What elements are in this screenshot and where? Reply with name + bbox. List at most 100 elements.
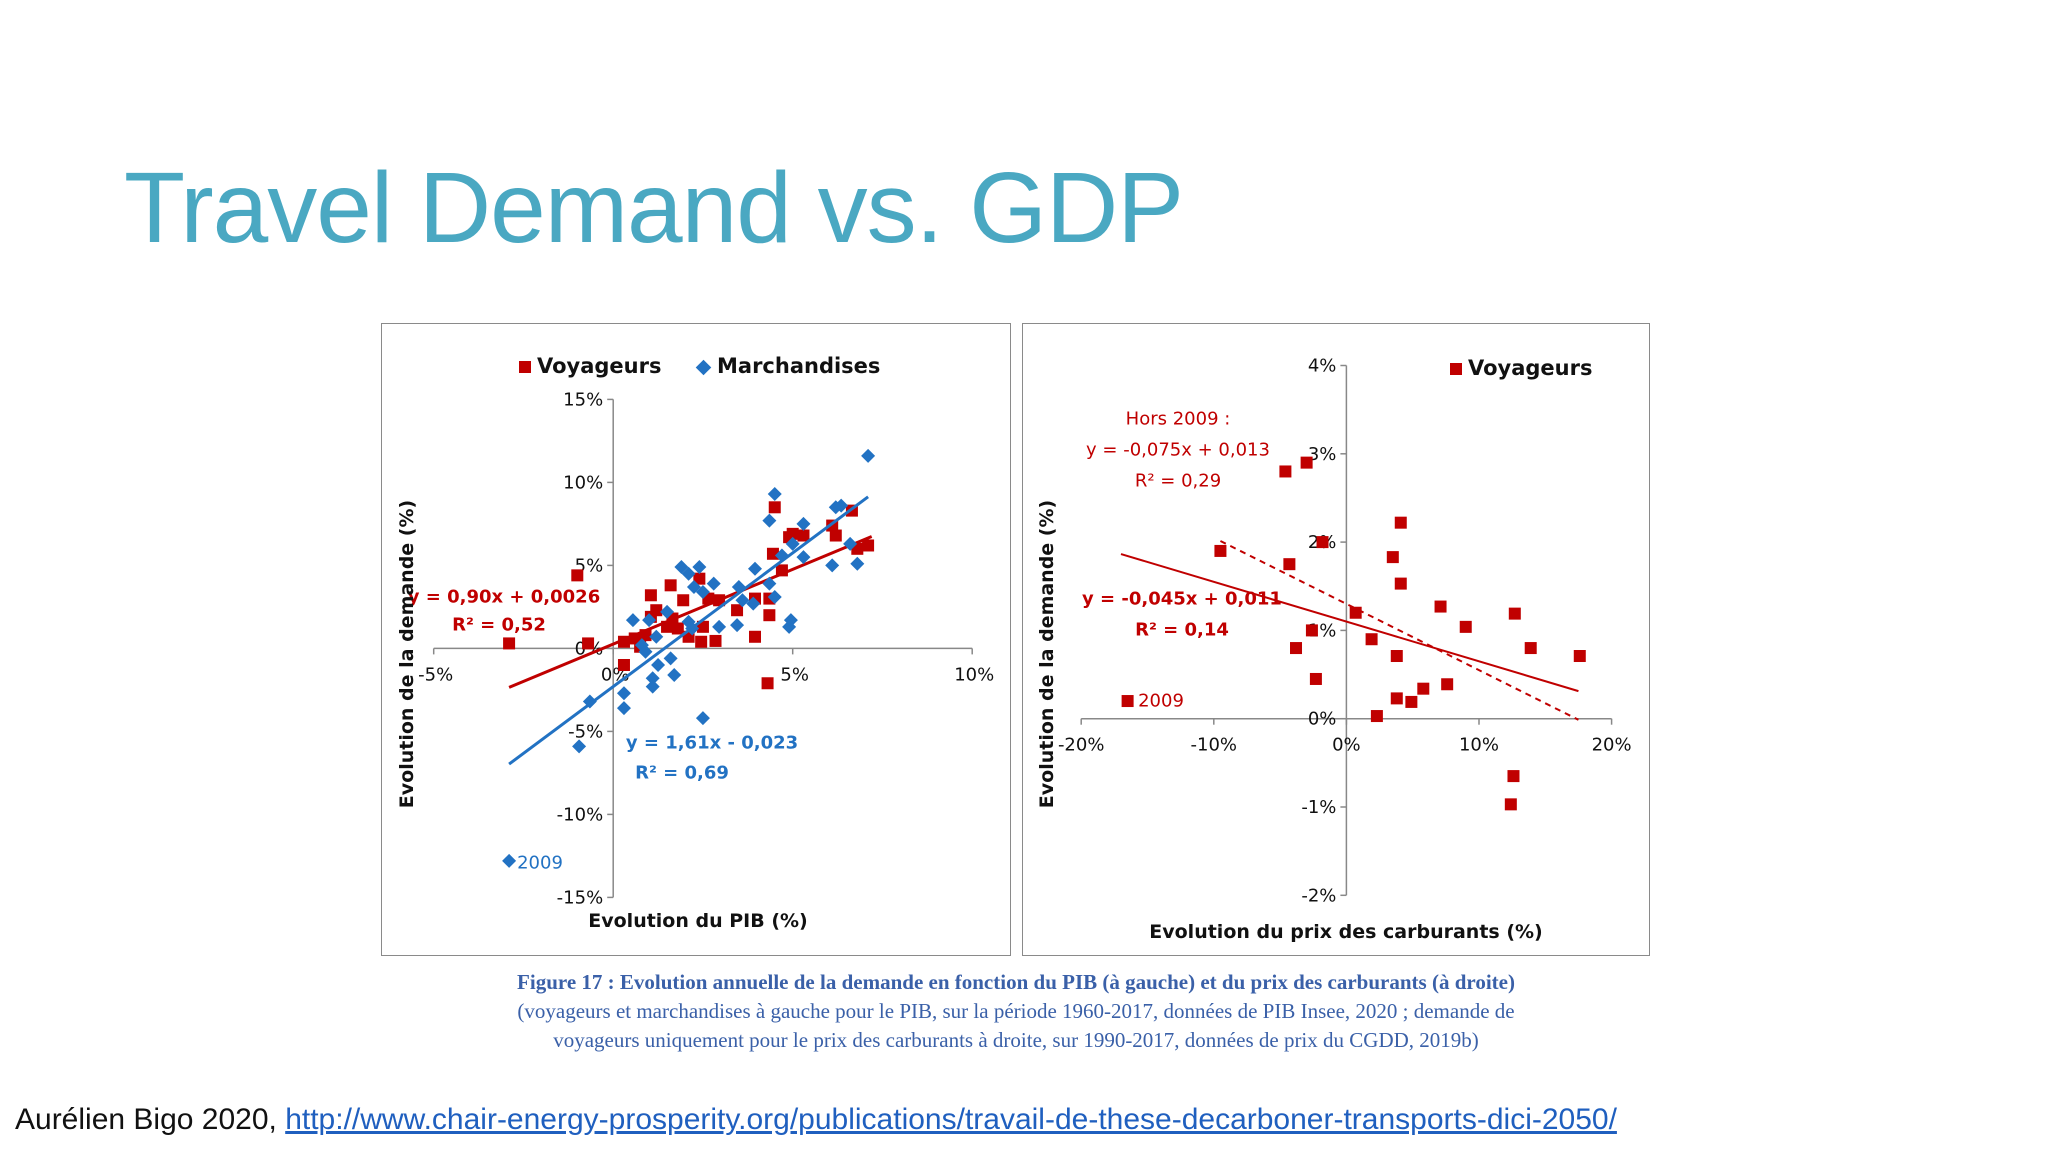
trend-equation-voyageurs: y = 0,90x + 0,0026 [407, 586, 601, 608]
hors-2009-label: Hors 2009 : [1125, 408, 1231, 430]
data-point-voyageurs [582, 637, 595, 650]
trend-r2-voyageurs: R² = 0,52 [452, 614, 546, 636]
data-point-voyageurs [571, 569, 584, 582]
trend-r2-marchandises: R² = 0,69 [635, 762, 729, 784]
data-point-marchandises [712, 619, 727, 634]
data-point-marchandises [796, 550, 811, 565]
y-tick-label: -15% [557, 887, 604, 908]
y-tick-label: -2% [1301, 885, 1336, 906]
y-tick-label: -1% [1301, 797, 1336, 818]
legend-label: Voyageurs [537, 354, 662, 378]
trend-equation-marchandises: y = 1,61x - 0,023 [625, 732, 799, 754]
data-point-marchandises [767, 487, 782, 502]
data-point-voyageurs [768, 501, 781, 514]
data-point-marchandises [730, 618, 745, 633]
data-point-voyageurs [1370, 710, 1383, 723]
data-point-marchandises [645, 679, 660, 694]
gdp-scatter-plot-area: -5%0%5%10%-15%-10%-5%0%5%10%15% [418, 389, 994, 908]
y-tick-label: -10% [557, 804, 604, 825]
data-point-voyageurs [1386, 551, 1399, 564]
data-point-voyageurs [1214, 544, 1227, 557]
data-point-voyageurs [1507, 770, 1520, 783]
data-point-marchandises [774, 548, 789, 563]
data-point-marchandises [843, 536, 858, 551]
data-point-marchandises [667, 667, 682, 682]
data-point-marchandises [762, 576, 777, 591]
caption-line-1: Figure 17 : Evolution annuelle de la dem… [517, 970, 1515, 994]
data-point-marchandises [850, 556, 865, 571]
data-point-voyageurs [1300, 456, 1313, 469]
x-tick-label: 5% [780, 664, 809, 685]
data-point-voyageurs [766, 547, 779, 560]
data-point-voyageurs [1405, 695, 1418, 708]
annotation-2009: 2009 [517, 852, 563, 874]
data-point-marchandises [638, 644, 653, 659]
data-point-voyageurs [1121, 695, 1134, 708]
square-marker-icon [1450, 363, 1462, 375]
data-point-voyageurs [1394, 516, 1407, 529]
data-point-voyageurs [1283, 558, 1296, 571]
data-point-voyageurs [617, 635, 630, 648]
data-point-voyageurs [644, 589, 657, 602]
data-point-voyageurs [1390, 692, 1403, 705]
data-point-voyageurs [1305, 624, 1318, 637]
y-tick-label: 15% [563, 389, 603, 410]
data-point-voyageurs [1573, 650, 1586, 663]
x-tick-label: 20% [1592, 735, 1632, 756]
data-point-marchandises [582, 694, 597, 709]
data-point-voyageurs [1417, 682, 1430, 695]
data-point-voyageurs [1316, 536, 1329, 549]
data-point-marchandises [616, 686, 631, 701]
source-credit: Aurélien Bigo 2020, http://www.chair-ene… [15, 1103, 1617, 1137]
data-point-marchandises [645, 671, 660, 686]
data-point-marchandises [695, 584, 710, 599]
x-tick-label: -20% [1058, 735, 1105, 756]
data-point-voyageurs [617, 659, 630, 671]
legend-marchandises: Marchandises [695, 354, 881, 378]
data-point-marchandises [695, 711, 710, 726]
data-point-voyageurs [862, 539, 875, 552]
data-point-marchandises [861, 448, 876, 463]
data-point-marchandises [642, 613, 657, 628]
data-point-voyageurs [664, 579, 677, 592]
x-tick-label: -10% [1191, 735, 1238, 756]
data-point-voyageurs [1524, 642, 1537, 655]
square-marker-icon [519, 361, 531, 373]
data-point-marchandises [649, 629, 664, 644]
data-point-marchandises [785, 536, 800, 551]
data-point-marchandises [825, 558, 840, 573]
data-point-voyageurs [1279, 465, 1292, 478]
diamond-marker-icon [695, 359, 712, 376]
data-point-marchandises [692, 560, 707, 575]
legend-label: Marchandises [717, 354, 881, 378]
data-point-voyageurs [1459, 620, 1472, 633]
data-point-marchandises [735, 593, 750, 608]
data-point-marchandises [616, 701, 631, 716]
y-tick-label: 3% [1308, 444, 1337, 465]
data-point-marchandises [681, 566, 696, 581]
data-point-voyageurs [1394, 577, 1407, 590]
data-point-voyageurs [797, 529, 810, 542]
source-link[interactable]: http://www.chair-energy-prosperity.org/p… [285, 1103, 1617, 1136]
y-tick-label: 0% [1308, 709, 1337, 730]
fuel-price-scatter-chart: -20%-10%0%10%20%-2%-1%0%1%2%3%4% Voyageu… [1022, 323, 1650, 956]
data-point-voyageurs [731, 604, 744, 617]
x-axis-title: Evolution du prix des carburants (%) [1149, 921, 1543, 943]
data-point-voyageurs [713, 594, 726, 607]
data-point-voyageurs [695, 635, 708, 648]
data-point-voyageurs [709, 634, 722, 647]
legend-label: Voyageurs [1468, 356, 1593, 380]
y-tick-label: -5% [568, 721, 603, 742]
data-point-marchandises [572, 739, 587, 754]
data-point-voyageurs [749, 630, 762, 643]
data-point-marchandises [762, 513, 777, 528]
trend-equation-all: y = -0,045x + 0,011 [1082, 588, 1282, 610]
y-axis-title: Evolution de la demande (%) [396, 499, 418, 809]
trendline-voyageurs [508, 535, 873, 689]
data-point-voyageurs [1504, 798, 1517, 811]
legend-voyageurs: Voyageurs [1450, 356, 1592, 380]
data-point-marchandises [651, 658, 666, 672]
credit-text: Aurélien Bigo 2020, [15, 1103, 286, 1136]
data-point-voyageurs [693, 572, 706, 585]
legend-voyageurs: Voyageurs [519, 354, 661, 378]
